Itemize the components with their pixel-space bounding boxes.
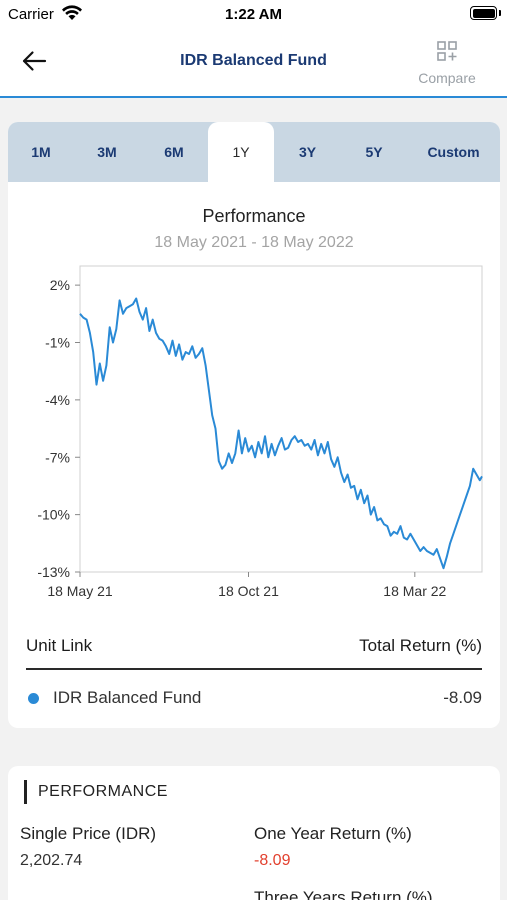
back-button[interactable]	[18, 46, 52, 76]
nav-bar: IDR Balanced Fund Compare	[0, 28, 507, 98]
performance-details-card: PERFORMANCE Single Price (IDR) 2,202.74 …	[8, 766, 500, 900]
three-years-return-label: Three Years Return (%)	[254, 888, 433, 900]
tab-1y[interactable]: 1Y	[208, 122, 274, 182]
compare-button[interactable]: Compare	[411, 40, 483, 90]
section-accent-bar	[24, 780, 27, 804]
legend-column-total-return: Total Return (%)	[359, 636, 482, 655]
tab-1m[interactable]: 1M	[31, 144, 51, 160]
legend-column-unit-link: Unit Link	[26, 636, 93, 655]
chart-title: Performance	[202, 206, 306, 226]
series-line	[79, 297, 483, 570]
single-price-label: Single Price (IDR)	[20, 824, 157, 843]
legend-fund-name: IDR Balanced Fund	[53, 688, 202, 707]
status-time: 1:22 AM	[225, 6, 282, 23]
single-price-value: 2,202.74	[20, 852, 83, 869]
compare-icon	[437, 41, 457, 61]
tab-5y[interactable]: 5Y	[365, 144, 383, 160]
y-tick-label: -10%	[37, 507, 70, 523]
x-tick-label: 18 May 21	[47, 583, 113, 599]
status-bar: Carrier 1:22 AM	[0, 0, 507, 28]
legend-total-return-value: -8.09	[443, 688, 482, 707]
tab-3y[interactable]: 3Y	[298, 144, 317, 160]
series-color-dot	[28, 693, 39, 704]
y-tick-label: 2%	[50, 277, 70, 293]
period-tabs: 1M 3M 6M 1Y 3Y 5Y Custom	[8, 122, 500, 182]
one-year-return-label: One Year Return (%)	[254, 824, 412, 843]
one-year-return-value: -8.09	[254, 852, 291, 869]
wifi-icon	[62, 5, 82, 20]
y-tick-label: -13%	[37, 564, 70, 580]
tab-6m[interactable]: 6M	[164, 144, 184, 160]
battery-icon	[470, 6, 497, 20]
battery-tip	[499, 10, 501, 16]
y-tick-label: -7%	[45, 449, 70, 465]
performance-line-chart: 2% -1% -4% -7% -10% -13% 18 May 21 18 Oct 21 18 …	[37, 265, 483, 599]
chart-date-range: 18 May 2021 - 18 May 2022	[154, 234, 354, 251]
page-title: IDR Balanced Fund	[180, 52, 327, 69]
legend-row: IDR Balanced Fund -8.09	[26, 688, 482, 712]
compare-label: Compare	[418, 70, 476, 86]
x-tick-label: 18 Oct 21	[218, 583, 279, 599]
y-tick-label: -4%	[45, 392, 70, 408]
performance-heading: PERFORMANCE	[38, 783, 168, 800]
carrier-label: Carrier	[8, 6, 54, 23]
tab-custom[interactable]: Custom	[427, 144, 480, 160]
legend-header: Unit Link Total Return (%)	[26, 634, 482, 670]
y-tick-label: -1%	[45, 335, 70, 351]
plot-frame	[79, 265, 483, 573]
tab-3m[interactable]: 3M	[97, 144, 117, 160]
x-tick-label: 18 Mar 22	[383, 583, 446, 599]
performance-chart-card: 1M 3M 6M 1Y 3Y 5Y Custom Performance 18 …	[8, 122, 500, 728]
back-arrow-icon	[22, 51, 47, 71]
